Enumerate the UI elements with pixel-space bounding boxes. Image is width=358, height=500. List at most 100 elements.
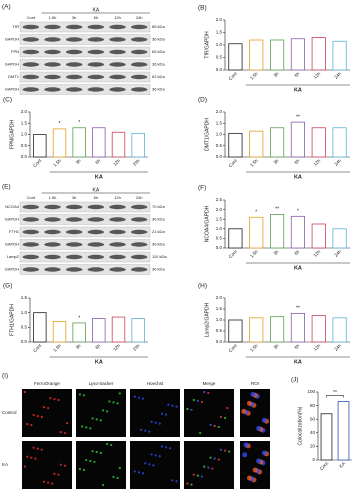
bar [33,312,47,343]
blot-strip [19,34,151,45]
band [22,74,40,80]
cell-signal [199,431,202,435]
band [44,254,61,260]
cell-signal [85,426,88,429]
significance: ** [296,306,300,312]
cell-signal [91,417,94,420]
band [130,24,148,30]
cell-signal [224,416,227,420]
kda-label: 36 kDa [152,87,165,92]
cell-signal [150,420,153,423]
cell-signal [116,476,119,480]
x-tick-label: Cont [228,248,239,259]
lane-label: 12h [114,15,121,20]
cell-signal [85,458,88,462]
y-axis-label: NCOA4/GAPDH [204,205,210,242]
band [130,49,148,55]
cell-signal [252,467,258,473]
x-tick-label: 24h [132,158,141,167]
band [109,24,126,30]
y-tick-label: 0.0 [21,339,28,344]
cell-signal [175,405,178,408]
bar [72,322,86,343]
cell-signal [112,475,115,479]
bar [332,317,347,343]
cell-signal [203,390,206,394]
lane-label: 1.5h [49,15,57,20]
band [109,49,126,55]
row-label: GAPDH [5,37,19,42]
cell-signal [192,473,195,476]
x-tick-label: 1.5h [52,343,62,353]
bar [249,317,264,343]
column-label: FerroOrange [34,381,60,386]
x-tick-label: 1.5h [249,249,259,259]
band [22,37,40,42]
row-label: DMT1 [8,74,20,79]
cell-signal [213,424,216,428]
cell-signal [224,449,227,452]
cell-signal [256,458,262,464]
cell-signal [169,447,172,450]
cell-signal [118,466,121,470]
x-tick-label: 1.5h [249,343,259,353]
y-tick-label: 0.0 [216,245,223,250]
panel-label: (J) [291,377,299,384]
band [65,37,83,42]
y-tick-label: 0.5 [21,325,28,330]
band [44,217,61,222]
bar [228,43,243,71]
band [65,87,83,92]
cell-signal [51,482,54,485]
cell-signal [207,466,210,469]
cell-signal [196,399,199,403]
y-axis-label: DMT1/GAPDH [204,118,210,151]
y-axis-label: TfR/GAPDH [204,31,210,59]
band [87,229,105,235]
row-label: NCOA4 [5,204,20,209]
cell-signal [158,422,161,425]
bar [337,401,350,461]
panel-label: (I) [2,373,8,380]
cell-signal [165,413,168,416]
micrograph [130,389,180,437]
blot-strip [19,84,151,95]
x-tick-label: 24h [333,343,342,352]
cell-signal [23,390,27,394]
significance: * [59,121,61,127]
band [109,229,126,235]
row-label: FTH1 [9,229,20,234]
bar [311,37,326,71]
cell-signal [81,425,84,428]
cell-signal [57,473,60,476]
y-tick-label: 0 [312,457,315,462]
significance-bracket [326,395,344,398]
bar [332,127,347,158]
cell-signal [30,456,33,459]
cell-signal [207,391,210,395]
band [22,254,40,260]
cell-signal [190,483,193,486]
cell-signal [26,422,29,426]
band [22,229,40,235]
column-label: ROI [251,381,259,386]
bar [270,316,285,343]
cell-signal [137,396,140,399]
group-label: KA [294,265,302,271]
cell-signal [144,429,147,432]
panel-label: (C) [3,97,12,104]
cell-signal [243,442,249,448]
band [44,74,61,80]
cell-signal [148,463,151,466]
x-tick-label: 1.5h [52,158,62,168]
significance: ** [333,390,337,396]
band [65,74,83,80]
band [87,49,105,55]
y-tick-label: 1.0 [216,132,223,137]
cell-signal [261,417,267,423]
y-tick-label: 0.5 [216,328,223,333]
y-axis-label: FTH1/GAPDH [9,304,15,336]
band [130,242,148,247]
micrograph [184,441,234,489]
bar [52,321,67,343]
